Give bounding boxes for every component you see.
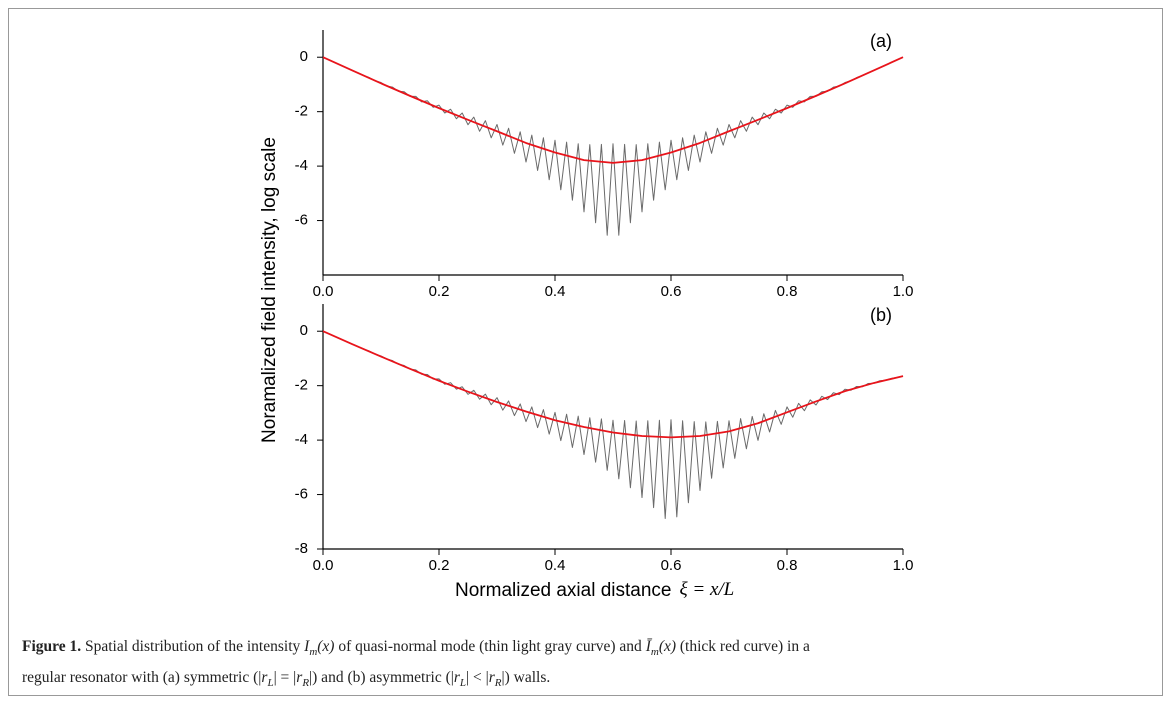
figure-frame	[8, 8, 1163, 696]
caption-math: (x)	[317, 638, 335, 655]
x-tick-label: 0.8	[777, 283, 798, 300]
panel-label: (b)	[870, 305, 892, 325]
y-tick-label: -6	[295, 486, 308, 503]
data-line	[322, 56, 904, 164]
x-axis-label-text: Normalized axial distance	[455, 580, 672, 601]
caption-text: Spatial distribution of the intensity	[81, 638, 305, 655]
caption-sub: R	[494, 677, 502, 690]
caption-text: |) and (b) asymmetric (|	[309, 669, 454, 687]
caption-math: r	[296, 669, 303, 687]
x-tick-label: 0.4	[545, 557, 566, 574]
caption-math: I	[304, 638, 310, 655]
x-tick-label: 0.8	[777, 557, 798, 574]
data-line	[322, 56, 904, 236]
caption-math: r	[488, 669, 495, 687]
caption-sub: L	[459, 677, 467, 690]
caption-text: |) walls.	[501, 669, 551, 687]
caption-sub: m	[309, 646, 318, 659]
caption-text: | = |	[273, 669, 297, 687]
y-tick-label: -4	[295, 431, 308, 448]
x-tick-label: 0.2	[429, 283, 450, 300]
x-axis-label: Normalized axial distance ξ = x/L	[455, 579, 734, 601]
x-tick-label: 1.0	[893, 557, 914, 574]
caption: Figure 1. Spatial distribution of the in…	[22, 634, 1152, 696]
x-tick-label: 0.6	[661, 283, 682, 300]
x-tick-label: 0.6	[661, 557, 682, 574]
x-tick-label: 1.0	[893, 283, 914, 300]
caption-text: regular resonator with (a) symmetric (|	[22, 669, 262, 687]
y-tick-label: -2	[295, 103, 308, 120]
data-line	[322, 330, 904, 439]
y-tick-label: -2	[295, 377, 308, 394]
y-tick-label: -8	[295, 540, 308, 557]
caption-text: (thick red curve) in a	[676, 638, 810, 655]
caption-math: r	[261, 669, 268, 687]
x-axis-label-symbol: ξ = x/L	[680, 579, 735, 600]
y-tick-label: -6	[295, 212, 308, 229]
caption-math: (x)	[658, 638, 677, 655]
caption-math: r	[453, 669, 460, 687]
caption-sub: R	[302, 677, 310, 690]
caption-text: of quasi-normal mode (thin light gray cu…	[334, 638, 646, 655]
caption-math: Ī	[645, 638, 651, 655]
x-tick-label: 0.0	[313, 283, 334, 300]
y-tick-label: 0	[300, 322, 308, 339]
y-tick-label: -4	[295, 157, 308, 174]
x-tick-label: 0.2	[429, 557, 450, 574]
panel-label: (a)	[870, 31, 892, 51]
caption-lead: Figure 1.	[22, 638, 82, 655]
caption-sub: m	[650, 646, 659, 659]
y-tick-label: 0	[300, 48, 308, 65]
caption-sub: L	[267, 677, 274, 690]
x-tick-label: 0.4	[545, 283, 566, 300]
caption-text: | < |	[466, 669, 489, 687]
x-tick-label: 0.0	[313, 557, 334, 574]
y-axis-label: Noramalized field intensity, log scale	[259, 137, 280, 443]
data-line	[322, 330, 904, 520]
